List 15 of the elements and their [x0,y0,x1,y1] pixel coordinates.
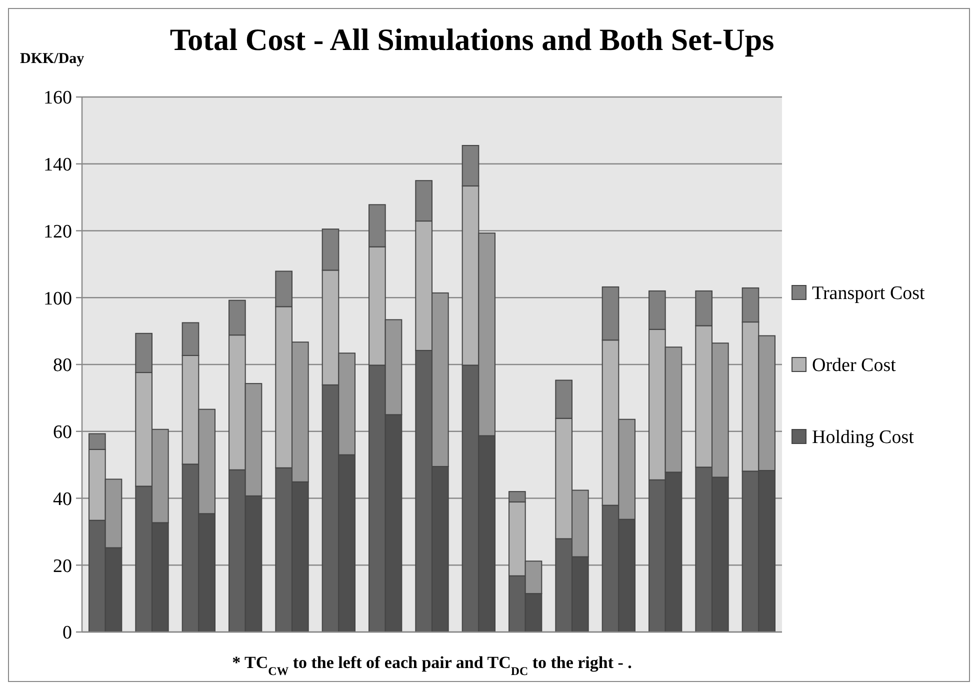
y-tick-label: 80 [53,355,72,376]
legend-label: Transport Cost [812,283,926,304]
y-tick-label: 140 [44,154,72,176]
y-tick-label: 100 [44,288,72,310]
chart-title: Total Cost - All Simulations and Both Set-Ups [170,22,774,57]
y-tick-label: 20 [53,556,72,577]
y-tick-label: 0 [62,622,72,644]
legend-label: Order Cost [812,355,897,376]
legend-label: Holding Cost [812,427,915,448]
text: * TC$_{CW}$ to the left of each pair and TC$_{DC}$ to the right - . [232,653,632,678]
y-tick-label: 60 [53,422,72,444]
y-tick-label: 120 [44,221,72,242]
y-tick-label: 40 [53,488,72,510]
y-axis-title: DKK/Day [20,51,85,67]
y-tick-label: 160 [44,88,72,109]
